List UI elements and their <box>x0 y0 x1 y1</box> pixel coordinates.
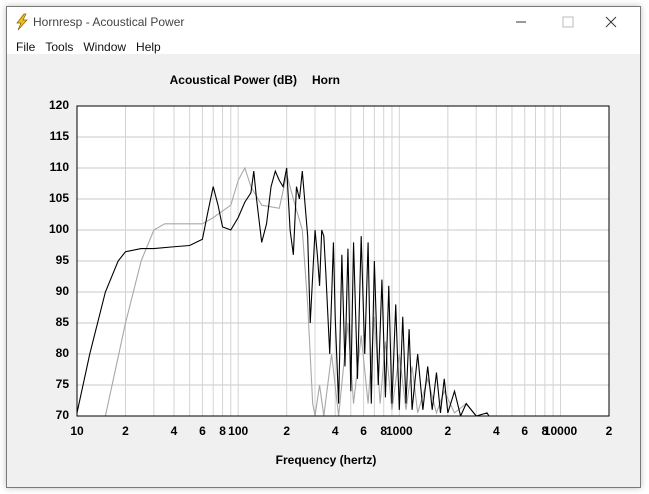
chart: Acoustical Power (dB) Horn Frequency (he… <box>49 73 613 467</box>
x-tick-label: 8 <box>542 424 549 438</box>
y-tick-label: 95 <box>56 253 70 267</box>
x-tick-label: 4 <box>493 424 500 438</box>
title-bar: Hornresp - Acoustical Power <box>7 7 640 37</box>
chart-subtitle: Horn <box>312 73 340 87</box>
window-controls[interactable] <box>500 7 640 37</box>
y-tick-label: 80 <box>56 346 70 360</box>
y-tick-label: 120 <box>49 98 69 112</box>
x-tick-label: 8 <box>380 424 387 438</box>
app-icon <box>16 13 28 31</box>
y-tick-label: 105 <box>49 191 69 205</box>
menu-item[interactable]: Window <box>83 40 127 54</box>
menu-bar: File Tools Window Help <box>7 37 640 59</box>
x-tick-label: 2 <box>283 424 290 438</box>
plot-frame <box>76 105 610 417</box>
x-tick-label: 4 <box>332 424 339 438</box>
window: Hornresp - Acoustical Power File Tools W… <box>6 6 641 488</box>
menu-item[interactable]: Help <box>136 40 161 54</box>
y-tick-label: 90 <box>56 284 70 298</box>
x-tick-label: 100 <box>228 424 248 438</box>
x-tick-label: 6 <box>199 424 206 438</box>
menu-item[interactable]: Tools <box>45 40 74 54</box>
y-tick-label: 70 <box>56 408 70 422</box>
x-tick-label: 2 <box>444 424 451 438</box>
x-tick-label: 4 <box>171 424 178 438</box>
y-tick-label: 75 <box>56 377 70 391</box>
series-line <box>77 167 609 416</box>
x-tick-label: 2 <box>122 424 129 438</box>
x-tick-label: 2 <box>606 424 613 438</box>
y-tick-label: 110 <box>50 160 70 174</box>
menu-item[interactable]: File <box>16 40 36 54</box>
client-area: Acoustical Power (dB) Horn Frequency (he… <box>7 54 640 487</box>
y-tick-label: 100 <box>49 222 69 236</box>
x-tick-label: 6 <box>360 424 367 438</box>
chart-title: Acoustical Power (dB) <box>170 73 297 87</box>
y-tick-label: 85 <box>56 315 70 329</box>
window-title: Hornresp - Acoustical Power <box>33 15 185 29</box>
x-tick-label: 10 <box>70 424 84 438</box>
x-axis-label: Frequency (hertz) <box>276 453 377 467</box>
x-tick-label: 10000 <box>544 424 578 438</box>
x-tick-label: 1000 <box>386 424 413 438</box>
x-tick-label: 8 <box>219 424 226 438</box>
x-tick-label: 6 <box>521 424 528 438</box>
y-tick-label: 115 <box>50 129 70 143</box>
series-line <box>104 166 609 416</box>
